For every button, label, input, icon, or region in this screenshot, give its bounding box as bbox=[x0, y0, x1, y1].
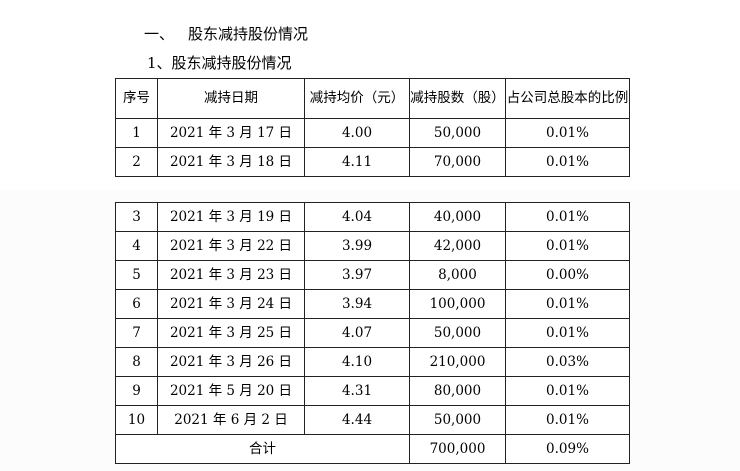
cell-avg-price: 4.10 bbox=[304, 347, 410, 377]
cell-shares: 8,000 bbox=[409, 260, 506, 290]
total-ratio: 0.09% bbox=[505, 434, 630, 464]
cell-ratio: 0.03% bbox=[505, 347, 630, 377]
cell-date: 2021 年 3 月 19 日 bbox=[157, 202, 305, 232]
cell-seq: 9 bbox=[115, 376, 158, 406]
cell-shares: 50,000 bbox=[409, 118, 506, 148]
cell-date: 2021 年 3 月 26 日 bbox=[157, 347, 305, 377]
cell-seq: 5 bbox=[115, 260, 158, 290]
cell-avg-price: 3.97 bbox=[304, 260, 410, 290]
cell-seq: 4 bbox=[115, 231, 158, 261]
reduction-table-part2: 3 2021 年 3 月 19 日 4.04 40,000 0.01% 4 20… bbox=[115, 202, 630, 464]
cell-date: 2021 年 3 月 17 日 bbox=[157, 118, 305, 148]
table-row: 1 2021 年 3 月 17 日 4.00 50,000 0.01% bbox=[115, 118, 630, 148]
section-heading: 一、 股东减持股份情况 bbox=[144, 24, 308, 44]
cell-ratio: 0.01% bbox=[505, 118, 630, 148]
cell-date: 2021 年 3 月 18 日 bbox=[157, 147, 305, 177]
cell-avg-price: 3.99 bbox=[304, 231, 410, 261]
cell-ratio: 0.01% bbox=[505, 405, 630, 435]
cell-ratio: 0.01% bbox=[505, 231, 630, 261]
header-avg-price: 减持均价（元） bbox=[304, 78, 410, 119]
table-row: 2 2021 年 3 月 18 日 4.11 70,000 0.01% bbox=[115, 147, 630, 177]
cell-avg-price: 3.94 bbox=[304, 289, 410, 319]
header-ratio: 占公司总股本的比例 bbox=[505, 78, 630, 119]
table-row: 5 2021 年 3 月 23 日 3.97 8,000 0.00% bbox=[115, 260, 630, 290]
cell-date: 2021 年 3 月 22 日 bbox=[157, 231, 305, 261]
cell-ratio: 0.01% bbox=[505, 289, 630, 319]
cell-shares: 100,000 bbox=[409, 289, 506, 319]
cell-shares: 42,000 bbox=[409, 231, 506, 261]
table-row: 8 2021 年 3 月 26 日 4.10 210,000 0.03% bbox=[115, 347, 630, 377]
total-shares: 700,000 bbox=[409, 434, 506, 464]
table-row: 6 2021 年 3 月 24 日 3.94 100,000 0.01% bbox=[115, 289, 630, 319]
cell-avg-price: 4.44 bbox=[304, 405, 410, 435]
cell-seq: 10 bbox=[115, 405, 158, 435]
cell-shares: 50,000 bbox=[409, 405, 506, 435]
header-date: 减持日期 bbox=[157, 78, 305, 119]
subsection-heading: 1、股东减持股份情况 bbox=[147, 54, 292, 72]
table-row: 7 2021 年 3 月 25 日 4.07 50,000 0.01% bbox=[115, 318, 630, 348]
table-row: 4 2021 年 3 月 22 日 3.99 42,000 0.01% bbox=[115, 231, 630, 261]
cell-shares: 70,000 bbox=[409, 147, 506, 177]
table-row: 10 2021 年 6 月 2 日 4.44 50,000 0.01% bbox=[115, 405, 630, 435]
header-seq: 序号 bbox=[115, 78, 158, 119]
cell-date: 2021 年 5 月 20 日 bbox=[157, 376, 305, 406]
cell-avg-price: 4.00 bbox=[304, 118, 410, 148]
table-row: 9 2021 年 5 月 20 日 4.31 80,000 0.01% bbox=[115, 376, 630, 406]
cell-ratio: 0.01% bbox=[505, 376, 630, 406]
header-shares: 减持股数（股） bbox=[409, 78, 506, 119]
cell-shares: 80,000 bbox=[409, 376, 506, 406]
cell-seq: 6 bbox=[115, 289, 158, 319]
reduction-table-part1: 序号 减持日期 减持均价（元） 减持股数（股） 占公司总股本的比例 1 2021… bbox=[115, 78, 630, 177]
cell-ratio: 0.01% bbox=[505, 202, 630, 232]
cell-avg-price: 4.07 bbox=[304, 318, 410, 348]
cell-seq: 7 bbox=[115, 318, 158, 348]
cell-avg-price: 4.31 bbox=[304, 376, 410, 406]
section-title: 股东减持股份情况 bbox=[188, 25, 309, 43]
table-row: 3 2021 年 3 月 19 日 4.04 40,000 0.01% bbox=[115, 202, 630, 232]
cell-avg-price: 4.11 bbox=[304, 147, 410, 177]
cell-date: 2021 年 3 月 23 日 bbox=[157, 260, 305, 290]
table-total-row: 合计 700,000 0.09% bbox=[115, 434, 630, 464]
cell-shares: 50,000 bbox=[409, 318, 506, 348]
cell-ratio: 0.01% bbox=[505, 147, 630, 177]
cell-shares: 210,000 bbox=[409, 347, 506, 377]
cell-seq: 2 bbox=[115, 147, 158, 177]
cell-seq: 1 bbox=[115, 118, 158, 148]
cell-date: 2021 年 3 月 24 日 bbox=[157, 289, 305, 319]
cell-ratio: 0.01% bbox=[505, 318, 630, 348]
cell-ratio: 0.00% bbox=[505, 260, 630, 290]
cell-date: 2021 年 6 月 2 日 bbox=[157, 405, 305, 435]
cell-avg-price: 4.04 bbox=[304, 202, 410, 232]
cell-seq: 3 bbox=[115, 202, 158, 232]
total-label: 合计 bbox=[115, 434, 410, 464]
cell-shares: 40,000 bbox=[409, 202, 506, 232]
section-number: 一、 bbox=[144, 25, 175, 43]
cell-date: 2021 年 3 月 25 日 bbox=[157, 318, 305, 348]
cell-seq: 8 bbox=[115, 347, 158, 377]
table-header-row: 序号 减持日期 减持均价（元） 减持股数（股） 占公司总股本的比例 bbox=[115, 78, 630, 119]
